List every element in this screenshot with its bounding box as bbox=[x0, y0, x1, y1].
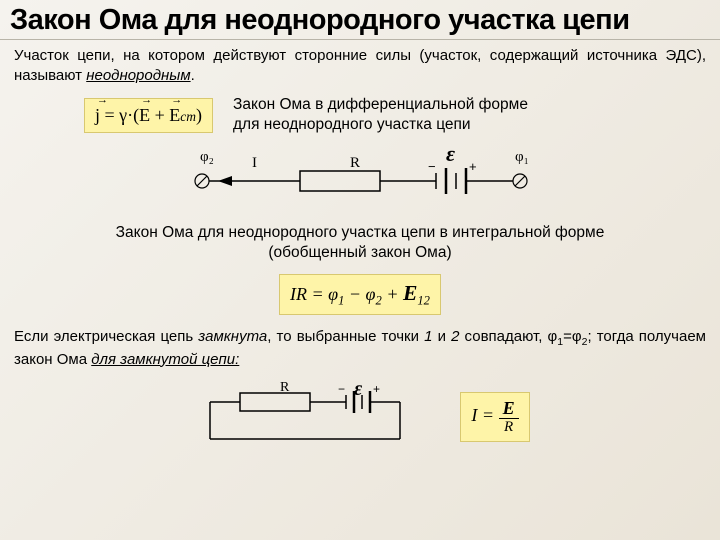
fi-b: − φ bbox=[344, 284, 375, 304]
circuit-open: φ₂ φ₁ I R ε − + bbox=[0, 141, 720, 219]
svg-text:φ₁: φ₁ bbox=[515, 149, 529, 165]
integral-formula-wrap: IR = φ1 − φ2 + E12 bbox=[0, 268, 720, 322]
p2j: для замкнутой цепи: bbox=[91, 351, 239, 368]
p2c: , то выбранные точки bbox=[267, 328, 424, 345]
intro-text-c: . bbox=[191, 67, 195, 84]
closed-paragraph: Если электрическая цепь замкнута, то выб… bbox=[0, 321, 720, 373]
fi-c: + bbox=[382, 284, 403, 304]
p2e: и bbox=[432, 328, 451, 345]
differential-caption: Закон Ома в дифференциальной форме для н… bbox=[233, 95, 528, 135]
svg-text:φ₂: φ₂ bbox=[200, 149, 214, 165]
int-cap-b: (обобщенный закон Ома) bbox=[268, 244, 451, 261]
svg-text:+: + bbox=[373, 382, 380, 396]
svg-text:−: − bbox=[428, 159, 436, 174]
intro-paragraph: Участок цепи, на котором действуют сторо… bbox=[0, 40, 720, 89]
p2a: Если электрическая цепь bbox=[14, 328, 198, 345]
closed-formula: I = ER bbox=[460, 392, 529, 442]
fi-a: IR = φ bbox=[290, 284, 338, 304]
p2b: замкнута bbox=[198, 328, 267, 345]
integral-formula: IR = φ1 − φ2 + E12 bbox=[279, 274, 441, 316]
svg-text:I: I bbox=[252, 155, 257, 171]
svg-text:R: R bbox=[350, 155, 360, 171]
differential-row: j = γ·(E + Eст) Закон Ома в дифференциал… bbox=[0, 89, 720, 141]
differential-formula: j = γ·(E + Eст) bbox=[84, 98, 213, 133]
slide-title: Закон Ома для неоднородного участка цепи bbox=[0, 0, 720, 40]
int-cap-a: Закон Ома для неоднородного участка цепи… bbox=[116, 224, 605, 241]
closed-row: R ε − + I = ER bbox=[0, 373, 720, 461]
diff-cap-a: Закон Ома в дифференциальной форме bbox=[233, 96, 528, 113]
integral-caption: Закон Ома для неоднородного участка цепи… bbox=[0, 219, 720, 267]
p2g: совпадают, φ bbox=[459, 328, 557, 345]
circuit-closed-svg: R ε − + bbox=[190, 377, 420, 457]
circuit-open-svg: φ₂ φ₁ I R ε − + bbox=[170, 145, 550, 215]
p2h: =φ bbox=[563, 328, 582, 345]
svg-text:ε: ε bbox=[446, 145, 455, 166]
svg-text:+: + bbox=[469, 159, 477, 174]
svg-text:−: − bbox=[338, 382, 345, 396]
diff-cap-b: для неоднородного участка цепи bbox=[233, 116, 471, 133]
intro-text-b: неоднородным bbox=[86, 67, 190, 84]
